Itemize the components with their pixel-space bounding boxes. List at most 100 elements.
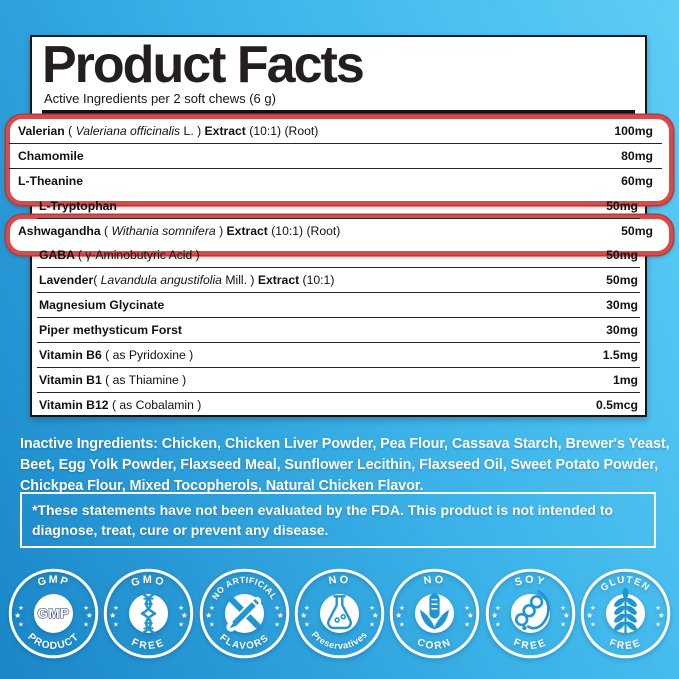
- badge-gluten-free: GLUTEN FREE ★★★ ★★★: [580, 568, 671, 659]
- badge-no-corn: NO CORN ★★★ ★★★: [390, 568, 480, 659]
- serving-info: Active Ingredients per 2 soft chews (6 g…: [44, 91, 276, 106]
- svg-text:★: ★: [399, 605, 405, 612]
- svg-text:FREE: FREE: [608, 637, 644, 652]
- svg-text:★: ★: [495, 605, 501, 612]
- badge-no-artificial-flavors: NO ARTIFICIAL FLAVORS ★★★ ★★★: [199, 568, 289, 659]
- gmp-seal-icon: GMP: [37, 606, 70, 622]
- ingredient-name: Piper methysticum Forst: [39, 323, 182, 338]
- star-decorations: ★★★ ★★★: [395, 605, 474, 629]
- svg-text:★: ★: [178, 605, 184, 612]
- badge-soy-free: SOY FREE ★★★ ★★★: [485, 568, 575, 659]
- badge-bottom-label: FREE: [511, 637, 546, 652]
- highlight-outline-top: [6, 115, 673, 205]
- soybean-icon: [514, 590, 550, 631]
- svg-text:SOY: SOY: [513, 574, 547, 589]
- svg-text:★: ★: [300, 611, 307, 620]
- svg-text:★: ★: [178, 622, 184, 629]
- star-decorations: ★★★ ★★★: [586, 605, 665, 629]
- ingredient-amount: 100mg: [614, 123, 653, 138]
- svg-text:FLAVORS: FLAVORS: [217, 632, 271, 652]
- ingredients-table: Valerian ( Valeriana officinalis L. ) Ex…: [6, 115, 673, 418]
- svg-text:GMP: GMP: [36, 574, 71, 589]
- svg-text:★: ★: [395, 611, 402, 620]
- badge-top-label: NO: [423, 573, 444, 587]
- table-row: Ashwagandha ( Withania somnifera ) Extra…: [9, 219, 662, 244]
- svg-text:GMO: GMO: [130, 574, 168, 590]
- svg-text:★: ★: [586, 611, 593, 620]
- ingredient-amount: 50mg: [606, 273, 638, 288]
- badge-row: GMP PRODUCT ★ ★ ★ ★ ★ ★ GMP GMO FREE ★ ★ ★ ★ ★ ★…: [7, 567, 672, 660]
- badge-gmo-free: GMO FREE ★★★ ★★★: [104, 568, 194, 659]
- header-divider: [42, 110, 635, 114]
- badge-top-label: NO: [328, 573, 349, 587]
- svg-text:★: ★: [590, 622, 596, 629]
- ingredient-name: Vitamin B1 ( as Thiamine ): [39, 372, 187, 387]
- table-row: Vitamin B6 ( as Pyridoxine ) 1.5mg: [37, 343, 640, 368]
- star-decorations: ★★★ ★★★: [300, 605, 379, 629]
- table-row: GABA ( γ-Aminobutyric Acid ) 50mg: [37, 243, 640, 269]
- svg-text:★: ★: [369, 605, 375, 612]
- svg-text:★: ★: [86, 611, 93, 620]
- badge-top-label: SOY: [513, 574, 545, 589]
- svg-text:★: ★: [181, 611, 188, 620]
- ingredient-amount: 0.5mcg: [595, 398, 638, 413]
- ingredient-name: Vitamin B6 ( as Pyridoxine ): [39, 347, 194, 362]
- dna-icon: [141, 592, 157, 635]
- badge-top-label: GMP: [36, 574, 69, 589]
- svg-text:★: ★: [304, 622, 310, 629]
- svg-text:NO: NO: [328, 573, 351, 587]
- svg-text:★: ★: [209, 622, 215, 629]
- svg-text:★: ★: [491, 611, 498, 620]
- table-row: Vitamin B1 ( as Thiamine ) 1mg: [37, 368, 640, 393]
- ingredient-name: Vitamin B12 ( as Cobalamin ): [39, 398, 202, 413]
- svg-text:★: ★: [655, 622, 661, 629]
- svg-text:★: ★: [276, 611, 283, 620]
- ingredient-name: Ashwagandha ( Withania somnifera ) Extra…: [18, 224, 341, 238]
- ingredient-amount: 30mg: [606, 323, 638, 338]
- table-row: Piper methysticum Forst 30mg: [37, 318, 640, 344]
- svg-text:★: ★: [83, 605, 89, 612]
- badge-bottom-label: PRODUCT: [25, 632, 80, 652]
- badge-top-label: GMO: [130, 574, 165, 590]
- ingredient-name: L-Tryptophan: [39, 198, 117, 213]
- ingredient-name: L-Theanine: [18, 174, 84, 189]
- svg-text:★: ★: [205, 611, 212, 620]
- svg-text:★: ★: [399, 622, 405, 629]
- svg-text:CORN: CORN: [416, 637, 454, 652]
- fda-disclaimer-box: *These statements have not been evaluate…: [20, 492, 656, 548]
- ingredient-name: Lavender( Lavandula angustifolia Mill. )…: [39, 273, 335, 288]
- svg-text:★: ★: [274, 622, 280, 629]
- svg-text:FREE: FREE: [511, 637, 549, 652]
- svg-text:★: ★: [83, 622, 89, 629]
- svg-text:★: ★: [18, 605, 24, 612]
- ingredient-amount: 1.5mg: [602, 347, 638, 362]
- svg-text:★: ★: [464, 605, 470, 612]
- svg-text:★: ★: [274, 605, 280, 612]
- table-row: Chamomile 80mg: [9, 144, 662, 169]
- badge-bottom-label: FLAVORS: [217, 632, 270, 652]
- badge-bottom-label: FREE: [130, 637, 165, 652]
- ingredient-amount: 80mg: [621, 148, 653, 163]
- badge-bottom-label: FREE: [608, 637, 642, 652]
- highlight-outline-ashwagandha: [6, 215, 673, 255]
- star-decorations: ★★★ ★★★: [109, 605, 188, 629]
- star-decorations: ★★★ ★★★: [491, 605, 570, 629]
- svg-text:★: ★: [560, 622, 566, 629]
- svg-text:★: ★: [562, 611, 569, 620]
- table-row: Magnesium Glycinate 30mg: [37, 293, 640, 319]
- crossed-pencil-icon: [226, 596, 261, 632]
- table-row: L-Tryptophan 50mg: [37, 194, 640, 219]
- badge-no-preservatives: NO Preservatives ★★★ ★★★: [294, 568, 385, 659]
- svg-text:★: ★: [369, 622, 375, 629]
- badge-gmp-product: GMP PRODUCT ★★★ ★★★ GMP: [8, 568, 99, 659]
- table-row: Valerian ( Valeriana officinalis L. ) Ex…: [9, 119, 662, 144]
- inactive-ingredients-text: Inactive Ingredients: Chicken, Chicken L…: [20, 436, 670, 494]
- wheat-icon: [614, 587, 637, 634]
- ingredient-amount: 50mg: [606, 198, 638, 213]
- svg-text:★: ★: [113, 605, 119, 612]
- svg-text:★: ★: [655, 605, 661, 612]
- ingredient-name: GABA ( γ-Aminobutyric Acid ): [39, 248, 200, 263]
- svg-text:FREE: FREE: [130, 637, 168, 652]
- ingredient-name: Chamomile: [18, 148, 84, 163]
